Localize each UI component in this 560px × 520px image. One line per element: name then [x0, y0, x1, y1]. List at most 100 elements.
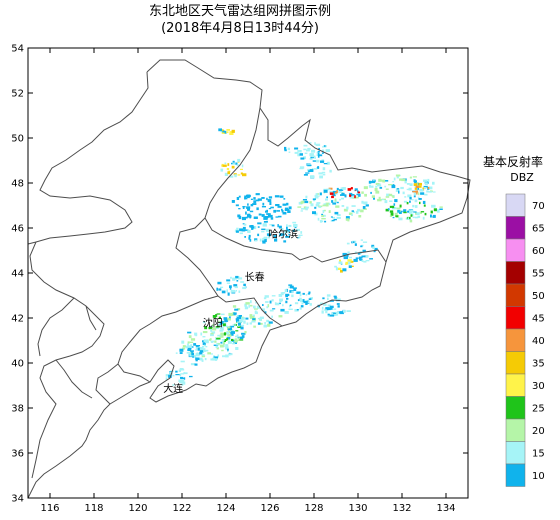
echo-cell [263, 297, 267, 300]
echo-cell [339, 311, 344, 315]
echo-cell [342, 252, 347, 256]
echo-cell [256, 305, 260, 309]
x-tick-label: 120 [128, 503, 147, 514]
echo-cell [246, 206, 251, 209]
echo-cell [372, 246, 375, 250]
echo-cell [294, 302, 299, 305]
echo-cell [323, 188, 328, 191]
echo-cell [218, 128, 222, 132]
echo-cell [287, 210, 291, 213]
echo-cell [396, 176, 399, 179]
echo-cell [249, 210, 254, 213]
echo-cell [234, 286, 238, 289]
echo-cell [358, 256, 362, 260]
echo-cell [185, 345, 190, 349]
echo-cell [248, 304, 250, 308]
echo-cell [312, 211, 316, 215]
province-border-jl-nm [175, 217, 283, 327]
echo-cell [414, 216, 419, 219]
echo-cell [266, 306, 268, 309]
echo-cell [202, 348, 206, 350]
echo-cell [409, 183, 413, 186]
echo-cell [268, 208, 272, 210]
echo-cell [250, 304, 253, 307]
echo-cell [229, 132, 234, 135]
echo-cell [327, 304, 331, 307]
echo-cell [299, 167, 304, 170]
echo-cell [222, 164, 227, 167]
echo-cell [187, 347, 192, 350]
echo-cell [240, 172, 243, 175]
echo-cell [328, 210, 331, 213]
y-tick-label: 34 [11, 494, 24, 505]
echo-cell [387, 208, 390, 211]
echo-cell [180, 377, 185, 380]
echo-cell [231, 200, 235, 203]
echo-cell [265, 228, 270, 232]
echo-cell [344, 195, 347, 198]
echo-cell [317, 217, 320, 221]
echo-cell [294, 147, 299, 150]
echo-cell [309, 303, 312, 306]
echo-cell [326, 188, 331, 191]
echo-cell [190, 363, 196, 366]
axis-layer: 116 118 120 122 124 126 128 130 132 134 34 36 38 40 42… [11, 44, 468, 514]
echo-cell [219, 326, 224, 330]
echo-cell [256, 207, 259, 211]
echo-cell [385, 196, 390, 198]
echo-cell [252, 318, 256, 321]
echo-cell [263, 217, 268, 220]
echo-cell [369, 258, 373, 260]
echo-cell [323, 214, 326, 217]
echo-cell [334, 265, 337, 268]
province-border-hlj-nm [204, 107, 293, 255]
echo-cell [212, 324, 215, 327]
echo-cell [321, 306, 324, 310]
echo-cell-group [181, 320, 244, 362]
echo-cell [397, 209, 400, 213]
echo-cell [327, 297, 329, 301]
echo-cell [428, 191, 432, 193]
echo-cell [227, 334, 232, 337]
echo-cell [280, 308, 285, 312]
echo-cell [225, 331, 230, 335]
boundary-layer [27, 59, 471, 499]
echo-cell [221, 163, 224, 167]
echo-cell [321, 220, 324, 223]
echo-cell [231, 129, 235, 133]
echo-cell [305, 294, 308, 296]
echo-cell [332, 202, 337, 205]
echo-cell-group [342, 239, 378, 263]
echo-cell [288, 224, 292, 227]
echo-cell [210, 358, 214, 361]
echo-cell [418, 183, 422, 186]
legend-swatch [505, 463, 526, 487]
echo-cell [232, 343, 236, 345]
legend-swatch [505, 261, 526, 285]
echo-cell [412, 176, 417, 178]
echo-cell [276, 210, 280, 212]
echo-cell [252, 203, 257, 205]
echo-cell [242, 286, 247, 290]
echo-cell [392, 181, 395, 183]
echo-cell [225, 339, 227, 341]
echo-cell [278, 225, 282, 229]
echo-cell [377, 198, 382, 202]
legend-label: 45 [532, 313, 545, 324]
echo-cell [319, 220, 322, 223]
echo-cell [325, 310, 328, 314]
echo-cell [254, 308, 258, 310]
echo-cell [288, 284, 293, 286]
echo-cell [317, 193, 319, 196]
echo-cell [238, 315, 242, 317]
echo-cell [292, 287, 297, 289]
echo-cell [314, 206, 317, 209]
echo-cell [266, 209, 268, 212]
echo-cell [298, 234, 303, 236]
echo-cell [332, 193, 336, 197]
echo-cell [267, 304, 270, 308]
echo-cell [312, 160, 317, 162]
echo-cell [415, 190, 419, 193]
echo-cell [309, 201, 312, 204]
echo-cell [407, 194, 412, 198]
